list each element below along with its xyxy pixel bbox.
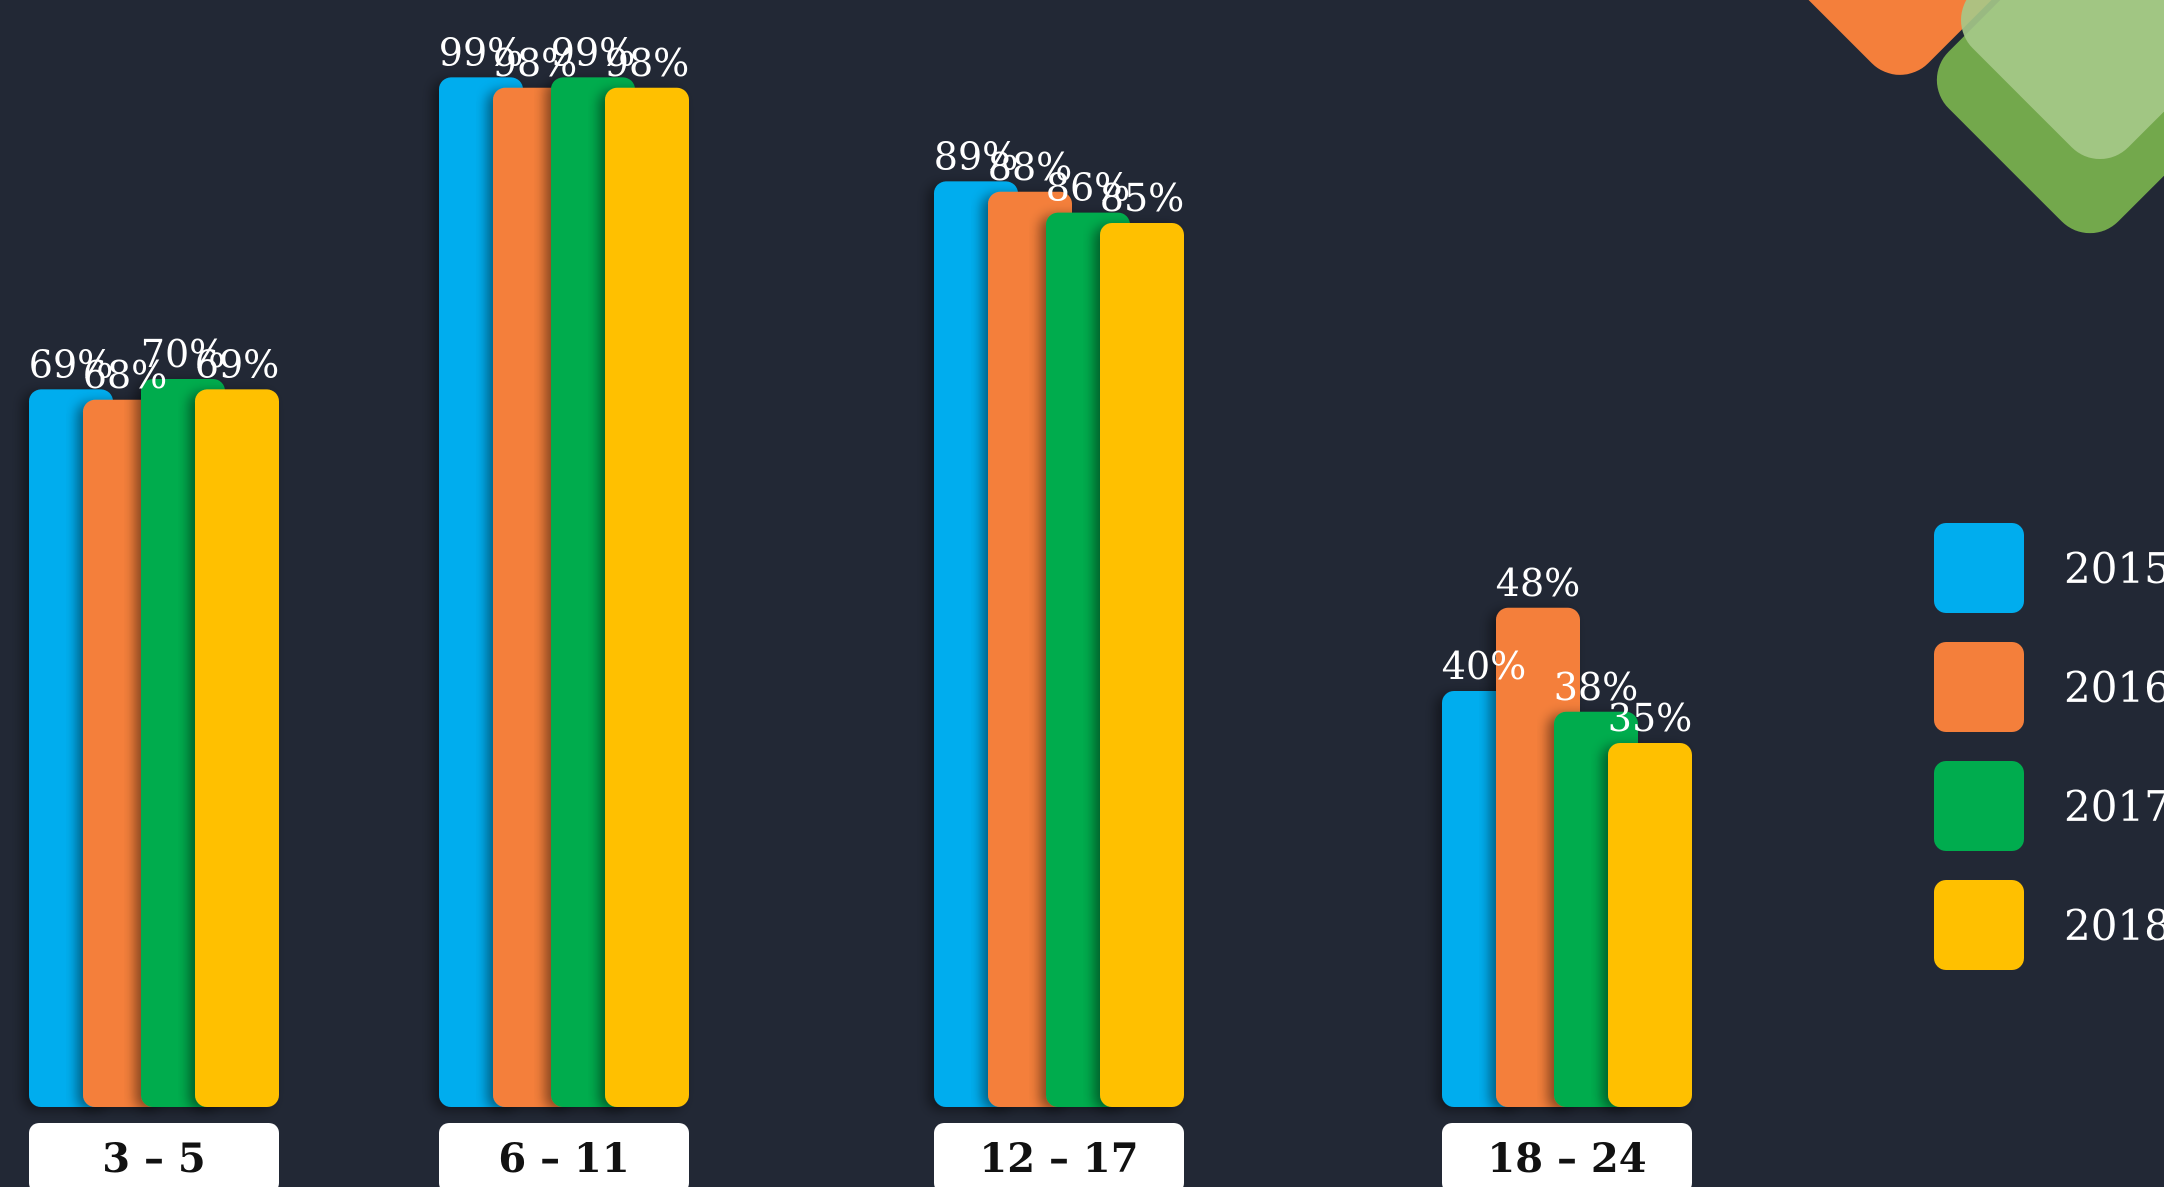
value-label-2015-2: 89% (934, 134, 1018, 178)
value-label-2016-3: 48% (1496, 561, 1580, 605)
legend-label-2015: 2015 (2064, 544, 2164, 593)
value-label-2017-3: 38% (1554, 665, 1638, 709)
legend-swatch-2017 (1934, 761, 2024, 851)
category-box-1 (439, 1123, 689, 1187)
bar-2018-3 (1608, 743, 1692, 1107)
legend-swatch-2016 (1934, 642, 2024, 732)
value-label-2017-0: 70% (141, 332, 225, 376)
legend-label-2016: 2016 (2064, 663, 2164, 712)
category-box-0 (29, 1123, 279, 1187)
value-label-2016-1: 98% (493, 41, 577, 85)
value-labels-layer: 69%68%70%69%99%98%99%98%89%88%86%85%40%4… (29, 30, 1692, 740)
value-label-2018-3: 35% (1608, 696, 1692, 740)
category-label-2: 12 – 17 (979, 1135, 1138, 1182)
value-label-2016-2: 88% (988, 145, 1072, 189)
value-label-2017-1: 99% (551, 30, 635, 74)
decor-light-square (1961, 0, 2164, 159)
value-label-2018-1: 98% (605, 41, 689, 85)
category-labels-layer: 3 – 5 6 – 11 12 – 17 18 – 24 (29, 1123, 1692, 1187)
value-label-2016-0: 68% (83, 353, 167, 397)
value-label-2015-0: 69% (29, 342, 113, 386)
bar-2018-2 (1100, 223, 1184, 1107)
legend-swatch-2015 (1934, 523, 2024, 613)
legend-label-2018: 2018 (2064, 901, 2164, 950)
category-label-3: 18 – 24 (1487, 1135, 1646, 1182)
value-label-2018-0: 69% (195, 342, 279, 386)
category-box-2 (934, 1123, 1184, 1187)
value-label-2015-3: 40% (1442, 644, 1526, 688)
legend: 2015 2016 2017 2018 (1934, 523, 2164, 970)
value-label-2017-2: 86% (1046, 166, 1130, 210)
decorative-shapes (1775, 0, 2164, 234)
bar-2018-1 (605, 87, 689, 1108)
legend-swatch-2018 (1934, 880, 2024, 970)
legend-label-2017: 2017 (2064, 782, 2164, 831)
value-label-2018-2: 85% (1100, 176, 1184, 220)
bars-layer (29, 77, 1692, 1108)
category-label-1: 6 – 11 (498, 1135, 629, 1182)
bar-2018-0 (195, 389, 279, 1107)
category-label-0: 3 – 5 (102, 1135, 206, 1182)
category-box-3 (1442, 1123, 1692, 1187)
value-label-2015-1: 99% (439, 30, 523, 74)
